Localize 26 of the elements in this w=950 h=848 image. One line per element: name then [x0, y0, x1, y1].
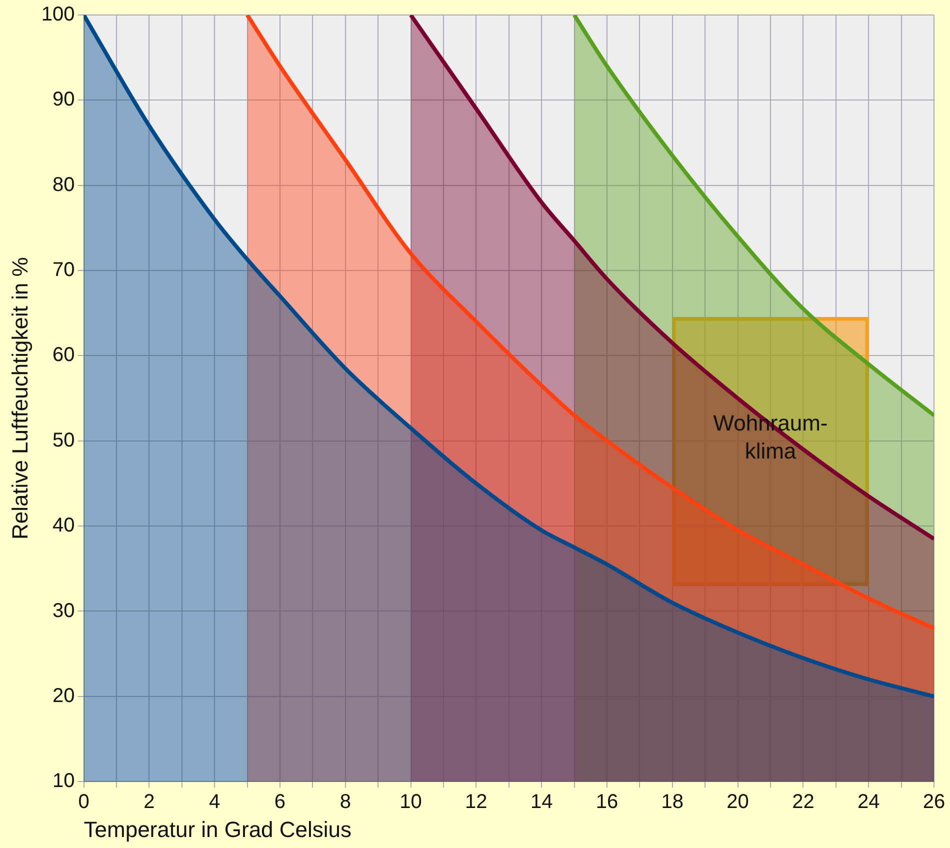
- x-tick-label: 4: [209, 791, 220, 814]
- x-tick-label: 10: [400, 791, 422, 814]
- x-tick-label: 16: [596, 791, 618, 814]
- y-axis-title: Relative Luftfeuchtigkeit in %: [7, 257, 32, 540]
- x-tick-label: 24: [857, 791, 880, 814]
- y-tick-label: 80: [52, 174, 75, 196]
- x-tick-label: 8: [340, 791, 351, 814]
- y-tick-label: 10: [52, 770, 75, 792]
- x-tick-label: 6: [274, 791, 286, 814]
- x-tick-label: 12: [465, 791, 488, 814]
- x-tick-label: 0: [78, 791, 90, 814]
- x-tick-label: 18: [661, 791, 684, 814]
- y-tick-label: 70: [52, 259, 75, 282]
- x-tick-label: 20: [726, 791, 749, 814]
- y-tick-label: 100: [41, 4, 75, 26]
- y-tick-label: 40: [52, 514, 75, 537]
- y-tick-label: 60: [52, 344, 75, 366]
- y-tick-label: 50: [52, 429, 75, 452]
- y-tick-label: 30: [52, 600, 75, 622]
- x-tick-label: 22: [792, 791, 814, 814]
- y-tick-label: 90: [52, 88, 75, 111]
- x-tick-label: 2: [144, 791, 155, 814]
- y-tick-label: 20: [52, 684, 75, 707]
- x-tick-label: 14: [530, 791, 553, 814]
- x-tick-label: 26: [922, 791, 946, 814]
- x-axis-title: Temperatur in Grad Celsius: [84, 816, 352, 842]
